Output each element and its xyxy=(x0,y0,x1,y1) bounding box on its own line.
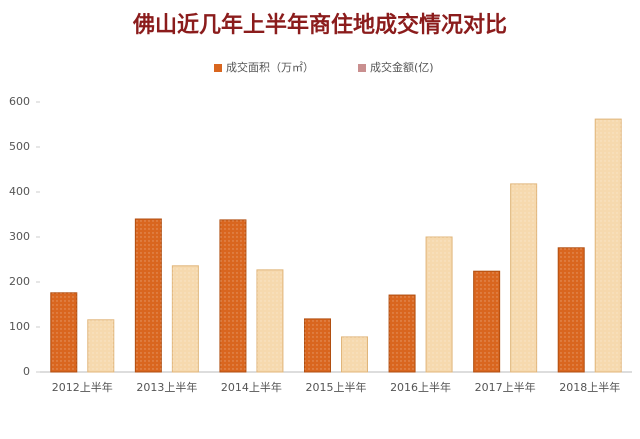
x-tick-label: 2014上半年 xyxy=(221,380,282,394)
bar-texture xyxy=(510,183,537,372)
bar-texture xyxy=(595,119,622,372)
legend-label: 成交面积（万㎡） xyxy=(226,60,314,74)
bar-texture xyxy=(172,265,199,372)
bar-texture xyxy=(389,295,416,372)
y-tick-label: 400 xyxy=(9,185,30,198)
x-tick-label: 2018上半年 xyxy=(559,380,620,394)
bar-texture xyxy=(50,292,77,372)
y-tick-label: 200 xyxy=(9,275,30,288)
bar-texture xyxy=(473,271,500,372)
x-tick-label: 2012上半年 xyxy=(52,380,113,394)
x-tick-label: 2017上半年 xyxy=(475,380,536,394)
bar-texture xyxy=(135,219,162,372)
bar-texture xyxy=(256,269,283,372)
y-tick-label: 0 xyxy=(23,365,30,378)
bar-texture xyxy=(219,219,246,372)
y-tick-label: 500 xyxy=(9,140,30,153)
bar-texture xyxy=(87,319,114,372)
y-tick-label: 100 xyxy=(9,320,30,333)
bar-texture xyxy=(558,247,585,372)
chart-title: 佛山近几年上半年商住地成交情况对比 xyxy=(132,12,507,38)
legend-swatch xyxy=(358,64,366,72)
y-tick-label: 600 xyxy=(9,95,30,108)
y-tick-label: 300 xyxy=(9,230,30,243)
bar-texture xyxy=(426,237,453,372)
bar-texture xyxy=(304,318,331,372)
bar-texture xyxy=(341,336,368,372)
x-tick-label: 2015上半年 xyxy=(306,380,367,394)
x-tick-label: 2016上半年 xyxy=(390,380,451,394)
legend-swatch xyxy=(214,64,222,72)
legend-label: 成交金额(亿) xyxy=(370,60,434,74)
x-tick-label: 2013上半年 xyxy=(136,380,197,394)
